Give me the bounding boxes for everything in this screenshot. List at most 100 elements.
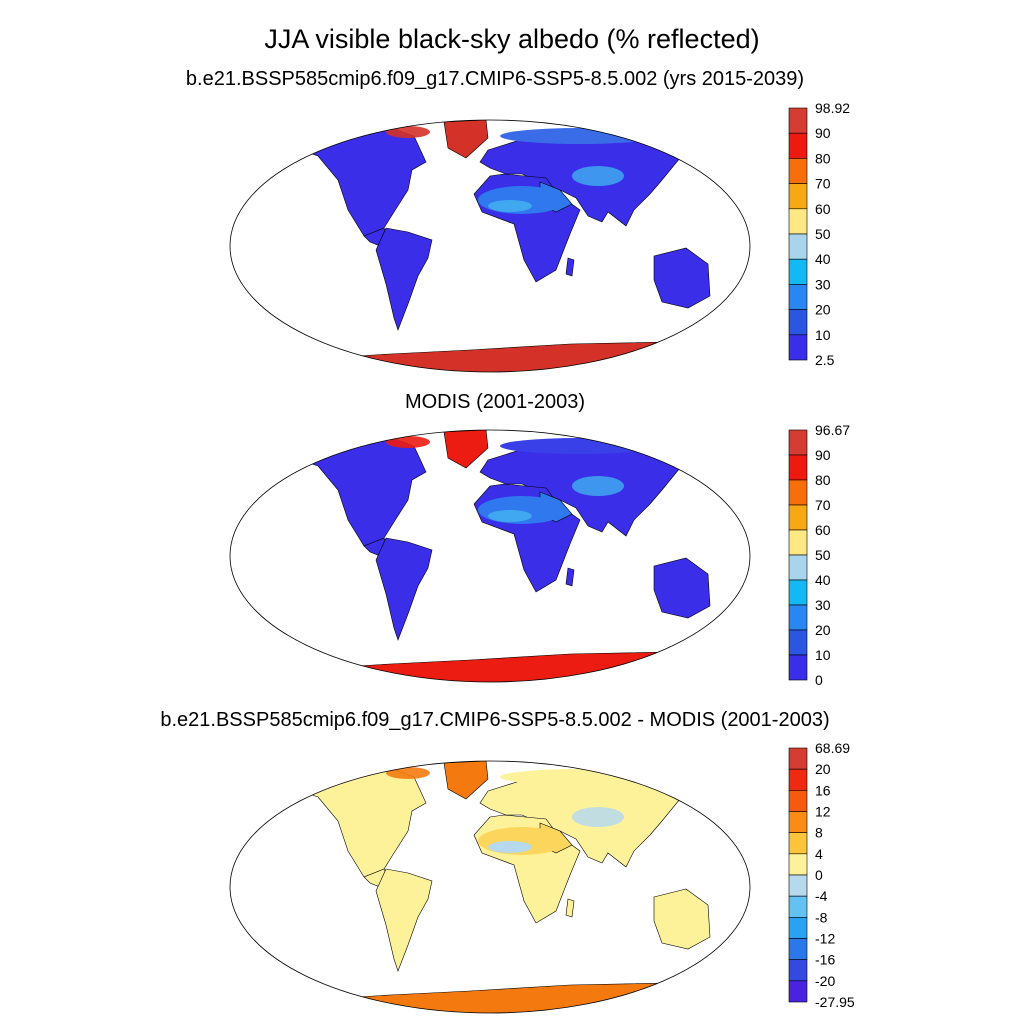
- madagascar: [565, 898, 575, 918]
- colorbar-swatch: [788, 429, 808, 456]
- antarctica: [239, 651, 741, 682]
- colorbar-label: 50: [815, 547, 831, 563]
- arid-core-region: [488, 510, 532, 522]
- colorbar-label: -4: [815, 888, 828, 904]
- colorbar-swatch: [788, 938, 808, 960]
- colorbar-label: 4: [815, 846, 823, 862]
- australia: [653, 888, 711, 950]
- globe-outline: [229, 429, 751, 683]
- colorbar-label: 80: [815, 472, 831, 488]
- colorbar-swatch: [788, 768, 808, 791]
- colorbar-swatch: [788, 183, 808, 210]
- colorbar-label: 70: [815, 176, 831, 192]
- arid-core-region: [488, 841, 532, 853]
- colorbar-swatch: [788, 208, 808, 235]
- colorbar-swatch: [788, 654, 808, 681]
- colorbar-swatch: [788, 504, 808, 531]
- colorbar-swatch: [788, 895, 808, 918]
- panel-obs: MODIS (2001-2003) 96.67 90 80 70 60 50 40 30 20 1…: [229, 391, 850, 688]
- panel-model: b.e21.BSSP585cmip6.f09_g17.CMIP6-SSP5-8.…: [186, 68, 850, 373]
- colorbar-label: 40: [815, 572, 831, 588]
- south-america: [375, 868, 433, 972]
- panel-title: b.e21.BSSP585cmip6.f09_g17.CMIP6-SSP5-8.…: [186, 68, 804, 90]
- colorbar-label: 0: [815, 672, 823, 688]
- world-map: [229, 119, 751, 373]
- panel-title: MODIS (2001-2003): [405, 391, 585, 413]
- colorbar-label: 70: [815, 497, 831, 513]
- colorbar-label: 20: [815, 302, 831, 318]
- colorbar-swatch: [788, 832, 808, 855]
- colorbar: 96.67 90 80 70 60 50 40 30 20 10 0: [788, 422, 850, 688]
- colorbar-label: 10: [815, 647, 831, 663]
- colorbar: 68.69 20 16 12 8 4 0 -4 -8 -12 -16 -20 -27.95: [788, 740, 855, 1010]
- colorbar-label: 80: [815, 150, 831, 166]
- colorbar-label: 12: [815, 804, 831, 820]
- greenland: [443, 430, 489, 469]
- colorbar-swatch: [788, 454, 808, 481]
- colorbar-swatch: [788, 158, 808, 184]
- colorbar-swatch: [788, 334, 808, 361]
- colorbar-label: -8: [815, 909, 828, 925]
- colorbar-swatch: [788, 874, 808, 897]
- north-america: [293, 127, 427, 237]
- colorbar-label: 10: [815, 327, 831, 343]
- south-america: [375, 227, 433, 331]
- colorbar-swatch: [788, 790, 808, 812]
- madagascar: [565, 257, 575, 277]
- colorbar-label: 8: [815, 825, 823, 841]
- colorbar-swatch: [788, 107, 808, 134]
- colorbar-swatch: [788, 747, 808, 770]
- colorbar-swatch: [788, 554, 808, 581]
- arctic-archipelago-region: [386, 126, 430, 138]
- colorbar-label: 20: [815, 761, 831, 777]
- central-asia-region: [572, 166, 624, 186]
- colorbar-label: 68.69: [815, 740, 850, 756]
- colorbar-swatch: [788, 309, 808, 336]
- figure-title: JJA visible black-sky albedo (% reflecte…: [264, 24, 759, 54]
- colorbar-label: 30: [815, 276, 831, 292]
- world-map: [229, 429, 751, 683]
- colorbar-label: 98.92: [815, 100, 850, 116]
- colorbar-swatch: [788, 853, 808, 876]
- colorbar-swatch: [788, 284, 808, 310]
- antarctica: [239, 341, 741, 372]
- colorbar-label: 2.5: [815, 352, 835, 368]
- colorbar-swatch: [788, 980, 808, 1003]
- colorbar-swatch: [788, 479, 808, 506]
- colorbar-label: 40: [815, 251, 831, 267]
- colorbar-swatch: [788, 917, 808, 939]
- colorbar-label: 30: [815, 597, 831, 613]
- colorbar-label: -20: [815, 973, 835, 989]
- australia: [653, 557, 711, 619]
- central-asia-region: [572, 476, 624, 496]
- colorbar: 98.92 90 80 70 60 50 40 30 20 10 2.5: [788, 100, 850, 368]
- colorbar-swatch: [788, 959, 808, 982]
- antarctica: [239, 982, 741, 1013]
- colorbar-label: 16: [815, 782, 831, 798]
- north-america: [293, 437, 427, 547]
- greenland: [443, 761, 489, 800]
- colorbar-swatch: [788, 529, 808, 556]
- globe-outline: [229, 760, 751, 1014]
- colorbar-label: 60: [815, 201, 831, 217]
- arctic-archipelago-region: [386, 767, 430, 779]
- colorbar-swatch: [788, 132, 808, 159]
- colorbar-swatch: [788, 604, 808, 631]
- madagascar: [565, 567, 575, 587]
- panel-diff: b.e21.BSSP585cmip6.f09_g17.CMIP6-SSP5-8.…: [160, 709, 855, 1014]
- colorbar-label: 90: [815, 447, 831, 463]
- colorbar-swatch: [788, 629, 808, 656]
- colorbar-label: -27.95: [815, 994, 855, 1010]
- australia: [653, 247, 711, 309]
- colorbar-label: 0: [815, 867, 823, 883]
- south-america: [375, 537, 433, 641]
- globe-outline: [229, 119, 751, 373]
- north-america: [293, 768, 427, 878]
- arid-core-region: [488, 200, 532, 212]
- panel-title: b.e21.BSSP585cmip6.f09_g17.CMIP6-SSP5-8.…: [160, 709, 829, 731]
- central-asia-region: [572, 807, 624, 827]
- colorbar-label: -16: [815, 952, 835, 968]
- colorbar-label: 96.67: [815, 422, 850, 438]
- colorbar-label: 60: [815, 522, 831, 538]
